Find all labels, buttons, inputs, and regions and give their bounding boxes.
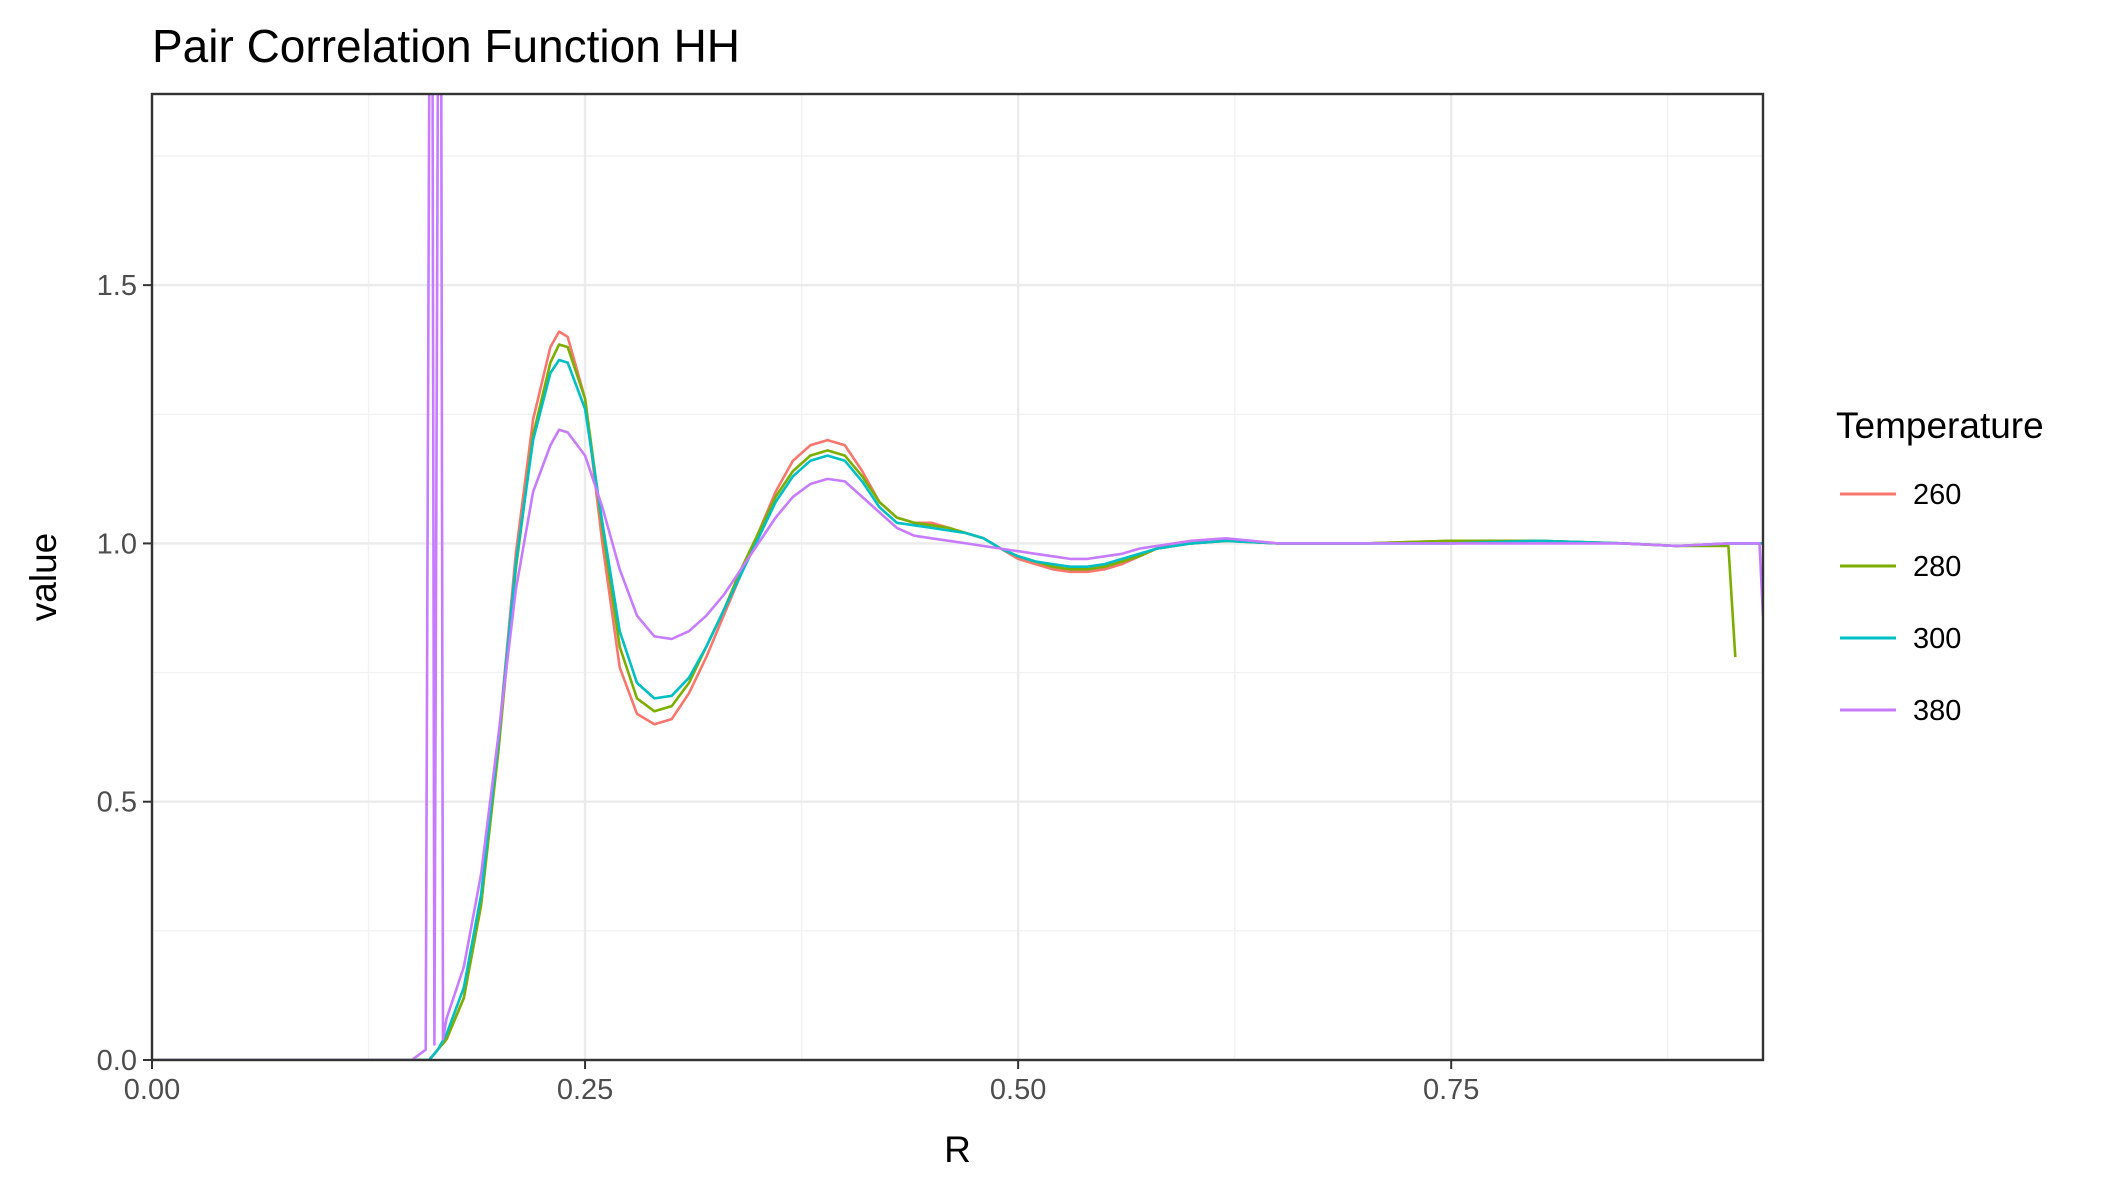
series-line-380	[152, 94, 1763, 1060]
y-tick-label: 0.5	[97, 787, 137, 819]
y-axis-title: value	[23, 533, 64, 621]
y-tick-label: 0.0	[97, 1045, 137, 1077]
x-tick-label: 0.50	[990, 1074, 1046, 1106]
series-line-260	[152, 330, 1763, 1060]
series-line-300	[152, 358, 1763, 1060]
x-tick-label: 0.25	[557, 1074, 613, 1106]
legend-label-380: 380	[1913, 695, 1961, 727]
legend-title: Temperature	[1836, 405, 2044, 446]
x-tick-label: 0.75	[1423, 1074, 1479, 1106]
plot-panel-border	[150, 92, 1765, 1062]
legend: Temperature 260 280 300 380	[1836, 405, 2044, 727]
axes: 0.00 0.25 0.50 0.75 0.0 0.5 1.0 1.5	[97, 270, 1480, 1106]
legend-label-260: 260	[1913, 479, 1961, 511]
grid	[150, 94, 1763, 1062]
series-line-280	[152, 343, 1737, 1060]
y-tick-label: 1.0	[97, 528, 137, 560]
y-tick-label: 1.5	[97, 270, 137, 302]
chart-title: Pair Correlation Function HH	[152, 20, 740, 72]
x-tick-label: 0.00	[124, 1074, 180, 1106]
legend-label-280: 280	[1913, 551, 1961, 583]
legend-label-300: 300	[1913, 623, 1961, 655]
x-axis-title: R	[944, 1129, 971, 1170]
series-lines	[152, 94, 1763, 1060]
